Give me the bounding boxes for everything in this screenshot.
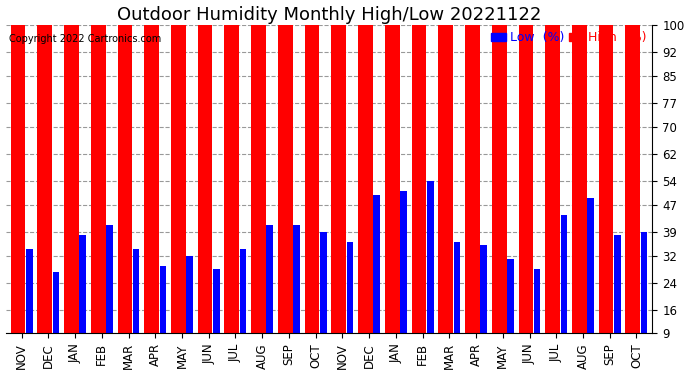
Bar [400, 191, 407, 333]
Bar [26, 249, 32, 333]
Bar [346, 242, 353, 333]
Bar [37, 0, 52, 333]
Bar [427, 181, 433, 333]
Bar [144, 0, 159, 333]
Bar [106, 225, 112, 333]
Bar [507, 259, 514, 333]
Bar [492, 0, 506, 333]
Bar [171, 0, 186, 333]
Bar [373, 195, 380, 333]
Bar [641, 232, 647, 333]
Title: Outdoor Humidity Monthly High/Low 20221122: Outdoor Humidity Monthly High/Low 202211… [117, 6, 541, 24]
Bar [453, 242, 460, 333]
Bar [465, 0, 480, 333]
Bar [438, 0, 453, 333]
Bar [572, 0, 586, 333]
Bar [10, 0, 26, 333]
Bar [625, 0, 640, 333]
Bar [519, 0, 533, 333]
Bar [545, 0, 560, 333]
Bar [213, 269, 219, 333]
Bar [305, 0, 319, 333]
Bar [534, 269, 540, 333]
Bar [599, 0, 613, 333]
Bar [52, 273, 59, 333]
Bar [117, 8, 132, 333]
Bar [132, 249, 139, 333]
Bar [251, 0, 266, 333]
Bar [64, 0, 79, 333]
Bar [159, 266, 166, 333]
Bar [587, 198, 594, 333]
Bar [239, 249, 246, 333]
Bar [385, 0, 400, 333]
Bar [412, 0, 426, 333]
Bar [480, 245, 487, 333]
Bar [186, 255, 193, 333]
Bar [266, 225, 273, 333]
Bar [560, 215, 567, 333]
Bar [331, 0, 346, 333]
Legend: Low  (%), High  (%): Low (%), High (%) [486, 26, 651, 50]
Bar [358, 0, 373, 333]
Bar [224, 0, 239, 333]
Bar [614, 235, 621, 333]
Bar [293, 225, 300, 333]
Bar [91, 0, 106, 333]
Bar [278, 0, 293, 333]
Bar [198, 0, 213, 333]
Bar [320, 232, 326, 333]
Text: Copyright 2022 Cartronics.com: Copyright 2022 Cartronics.com [9, 34, 161, 44]
Bar [79, 235, 86, 333]
